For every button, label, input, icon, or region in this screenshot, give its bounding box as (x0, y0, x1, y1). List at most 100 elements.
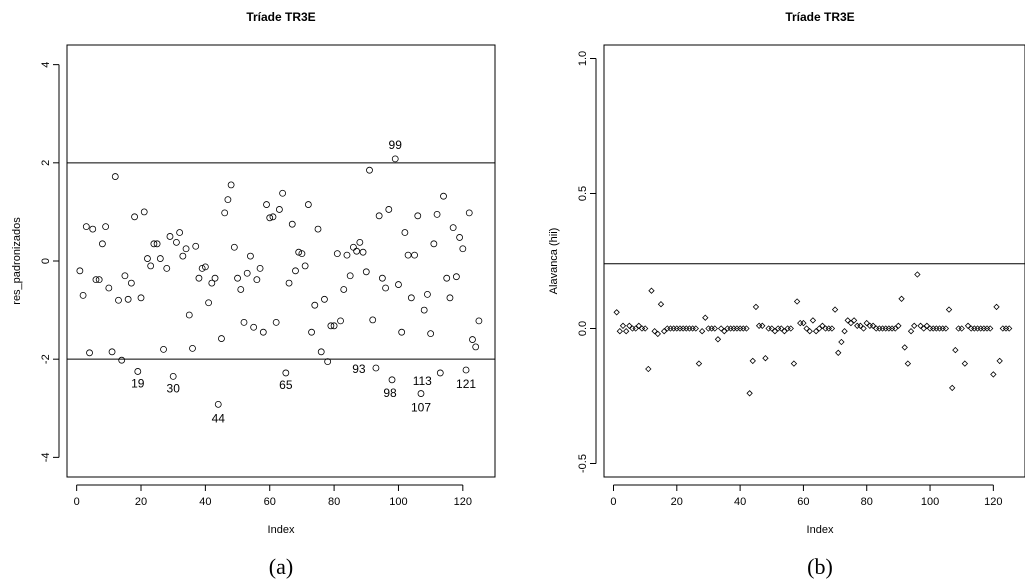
x-tick-label: 20 (135, 496, 147, 508)
data-point (330, 322, 338, 330)
data-point (907, 328, 915, 335)
data-point (702, 314, 709, 321)
data-point (654, 330, 661, 338)
data-point (362, 268, 370, 276)
y-tick-label: 2 (40, 160, 52, 166)
data-point (993, 303, 1000, 311)
data-point (298, 250, 306, 258)
data-point (301, 262, 309, 270)
data-point (626, 322, 633, 329)
data-point (452, 273, 460, 281)
data-point (108, 348, 116, 356)
data-point (372, 364, 380, 372)
data-point (746, 390, 753, 397)
data-point (195, 274, 203, 282)
data-point (459, 245, 467, 253)
data-points (613, 271, 1013, 397)
data-point (115, 296, 122, 304)
x-tick-label: 40 (734, 496, 746, 508)
point-label: 107 (411, 401, 431, 415)
data-point (121, 272, 129, 280)
data-point (247, 252, 254, 260)
data-point (898, 295, 905, 302)
data-point (317, 348, 325, 356)
data-point (778, 325, 785, 332)
y-tick-label: 1.0 (577, 51, 589, 66)
data-point (250, 323, 258, 331)
data-point (272, 318, 280, 326)
data-point (214, 400, 222, 408)
data-point (945, 306, 953, 313)
data-point (762, 355, 769, 362)
data-point (256, 264, 264, 272)
data-point (288, 220, 296, 228)
data-point (179, 252, 187, 260)
x-tick-label: 80 (328, 496, 340, 508)
data-point (641, 325, 649, 332)
data-point (221, 209, 229, 217)
data-point (616, 328, 623, 335)
panel-caption: (a) (269, 554, 293, 579)
panel-caption: (b) (807, 554, 833, 579)
x-axis: 0 20 40 60 80 100 120 (610, 484, 1003, 508)
y-tick-label: -4 (40, 452, 52, 462)
data-point (169, 372, 177, 380)
data-point (131, 213, 138, 221)
data-point (806, 328, 813, 335)
y-axis: -0.5 0.0 0.5 1.0 (577, 51, 597, 473)
data-point (127, 279, 135, 287)
data-point (692, 325, 699, 332)
y-tick-label: 0 (40, 258, 52, 264)
data-point (76, 267, 84, 275)
data-point (911, 322, 918, 329)
data-point (721, 328, 728, 335)
data-point (311, 301, 319, 309)
data-point (436, 369, 444, 377)
data-point (622, 328, 630, 335)
data-point (218, 335, 225, 342)
data-point (166, 233, 174, 240)
data-point (243, 269, 251, 277)
data-point (382, 284, 389, 292)
data-point (446, 294, 454, 302)
x-tick-label: 100 (921, 496, 939, 508)
data-point (847, 319, 855, 327)
data-point (292, 267, 299, 275)
point-labels: 99 19 30 44 65 93 98 107 113 121 (131, 138, 476, 425)
y-axis-label: Alavanca (hii) (548, 228, 560, 295)
data-point (942, 325, 950, 332)
y-tick-label: -2 (40, 354, 52, 364)
data-point (369, 316, 377, 324)
x-tick-label: 40 (199, 496, 211, 508)
data-point (105, 284, 113, 292)
data-point (89, 225, 97, 233)
data-point (353, 247, 361, 255)
x-axis-label: Index (268, 524, 295, 536)
data-point (295, 248, 303, 256)
data-point (308, 328, 315, 336)
data-point (82, 223, 90, 231)
data-point (952, 346, 959, 354)
data-point (407, 294, 415, 302)
x-tick-label: 100 (389, 496, 407, 508)
data-point (92, 276, 100, 284)
data-point (456, 234, 464, 241)
data-point (150, 240, 158, 248)
data-point (404, 251, 412, 259)
data-point (781, 328, 788, 335)
data-point (321, 295, 328, 303)
data-point (285, 279, 293, 287)
data-point (327, 322, 335, 330)
data-point (343, 251, 351, 259)
data-point (79, 291, 87, 299)
data-point (449, 224, 457, 232)
data-point (812, 328, 820, 335)
data-point (990, 371, 997, 378)
data-point (850, 317, 858, 324)
data-point (790, 360, 798, 367)
data-point (163, 264, 171, 272)
y-axis: -4 -2 0 2 4 (40, 62, 60, 462)
data-point (350, 243, 357, 251)
data-point (1006, 325, 1013, 332)
